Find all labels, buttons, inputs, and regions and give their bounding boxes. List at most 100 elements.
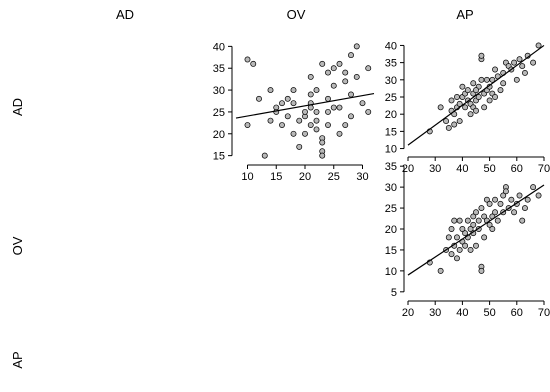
- y-tick-label: 25: [385, 92, 397, 104]
- x-tick-label: 70: [538, 163, 550, 175]
- data-point: [516, 192, 523, 199]
- data-point: [284, 113, 291, 120]
- data-point: [483, 196, 490, 203]
- data-point: [454, 255, 460, 262]
- data-point: [348, 91, 354, 98]
- data-point: [443, 118, 450, 125]
- data-point: [336, 60, 343, 67]
- data-point: [470, 221, 477, 228]
- data-point: [307, 91, 314, 98]
- data-point: [267, 87, 274, 94]
- y-tick-label: 20: [213, 129, 225, 141]
- data-point: [470, 213, 477, 220]
- data-point: [279, 122, 285, 128]
- x-tick-label: 15: [270, 171, 282, 183]
- y-tick-label: 5: [391, 287, 397, 299]
- y-tick-label: 35: [385, 161, 397, 173]
- y-tick-label: 25: [385, 203, 397, 215]
- x-tick-label: 50: [483, 307, 495, 319]
- column-header-ov: OV: [287, 7, 306, 22]
- data-point: [522, 205, 528, 212]
- data-point: [486, 200, 493, 207]
- data-point: [325, 108, 331, 115]
- row-header-ov: OV: [10, 236, 25, 255]
- y-tick-label: 15: [385, 245, 397, 257]
- y-tick-label: 30: [213, 85, 225, 97]
- x-tick-label: 20: [299, 171, 311, 183]
- regression-line: [235, 92, 375, 119]
- scatter-panel-ov-ap: 5 10 15 20 25 30 35 20 30 40 50 60 70: [385, 161, 550, 319]
- data-point: [296, 143, 303, 150]
- data-point: [313, 117, 320, 124]
- data-point: [456, 100, 463, 107]
- data-point: [279, 100, 285, 107]
- data-point: [342, 69, 349, 76]
- data-point: [500, 192, 507, 199]
- data-point: [475, 94, 482, 100]
- data-point: [513, 76, 520, 83]
- data-point: [319, 152, 326, 159]
- data-point: [325, 95, 331, 102]
- data-point: [342, 78, 349, 85]
- data-point: [481, 104, 488, 111]
- x-tick-label: 30: [356, 171, 368, 183]
- x-tick-label: 30: [429, 307, 441, 319]
- data-point: [336, 130, 343, 137]
- data-point: [319, 139, 326, 146]
- x-tick-label: 40: [456, 307, 468, 319]
- data-point: [244, 122, 251, 128]
- data-point: [492, 209, 498, 216]
- data-point: [473, 242, 479, 249]
- data-point: [445, 234, 452, 241]
- x-tick-label: 60: [511, 307, 523, 319]
- data-point: [502, 188, 509, 195]
- data-point: [267, 117, 274, 124]
- data-point: [319, 60, 326, 67]
- y-tick-label: 30: [385, 182, 397, 194]
- data-point: [492, 196, 498, 203]
- scatter-panel-ad-ap: 10 15 20 25 30 35 40 20 30 40 50 60 70: [385, 40, 550, 175]
- data-point: [307, 104, 314, 111]
- data-point: [481, 234, 488, 241]
- data-point: [508, 196, 515, 203]
- data-point: [530, 184, 537, 191]
- data-point: [336, 104, 343, 111]
- data-point: [448, 251, 455, 258]
- data-point: [464, 217, 471, 224]
- data-point: [448, 226, 455, 232]
- data-point: [348, 52, 354, 59]
- data-point: [500, 80, 507, 87]
- data-point: [522, 69, 528, 76]
- data-point: [462, 230, 469, 237]
- y-tick-label: 30: [385, 75, 397, 87]
- data-point: [454, 94, 460, 100]
- data-point: [290, 130, 297, 137]
- data-point: [250, 60, 257, 67]
- row-header-ad: AD: [10, 98, 25, 116]
- data-point: [489, 226, 496, 232]
- data-point: [462, 104, 469, 111]
- data-point: [296, 117, 303, 124]
- y-tick-label: 35: [385, 58, 397, 70]
- data-point: [475, 217, 482, 224]
- x-tick-label: 20: [402, 307, 414, 319]
- y-tick-label: 10: [385, 266, 397, 278]
- data-point: [313, 126, 320, 133]
- data-point: [462, 242, 469, 249]
- data-point: [256, 95, 262, 102]
- data-point: [353, 74, 360, 80]
- x-tick-label: 60: [511, 163, 523, 175]
- data-point: [535, 192, 542, 199]
- data-point: [530, 59, 537, 66]
- x-tick-label: 25: [328, 171, 340, 183]
- column-header-ap: AP: [456, 7, 473, 22]
- data-point: [467, 246, 474, 253]
- data-point: [359, 100, 366, 107]
- data-point: [302, 130, 308, 137]
- y-tick-label: 35: [213, 63, 225, 75]
- data-point: [456, 246, 463, 253]
- y-tick-label: 15: [213, 151, 225, 163]
- data-point: [330, 82, 337, 89]
- data-point: [244, 56, 251, 63]
- data-point: [330, 104, 337, 111]
